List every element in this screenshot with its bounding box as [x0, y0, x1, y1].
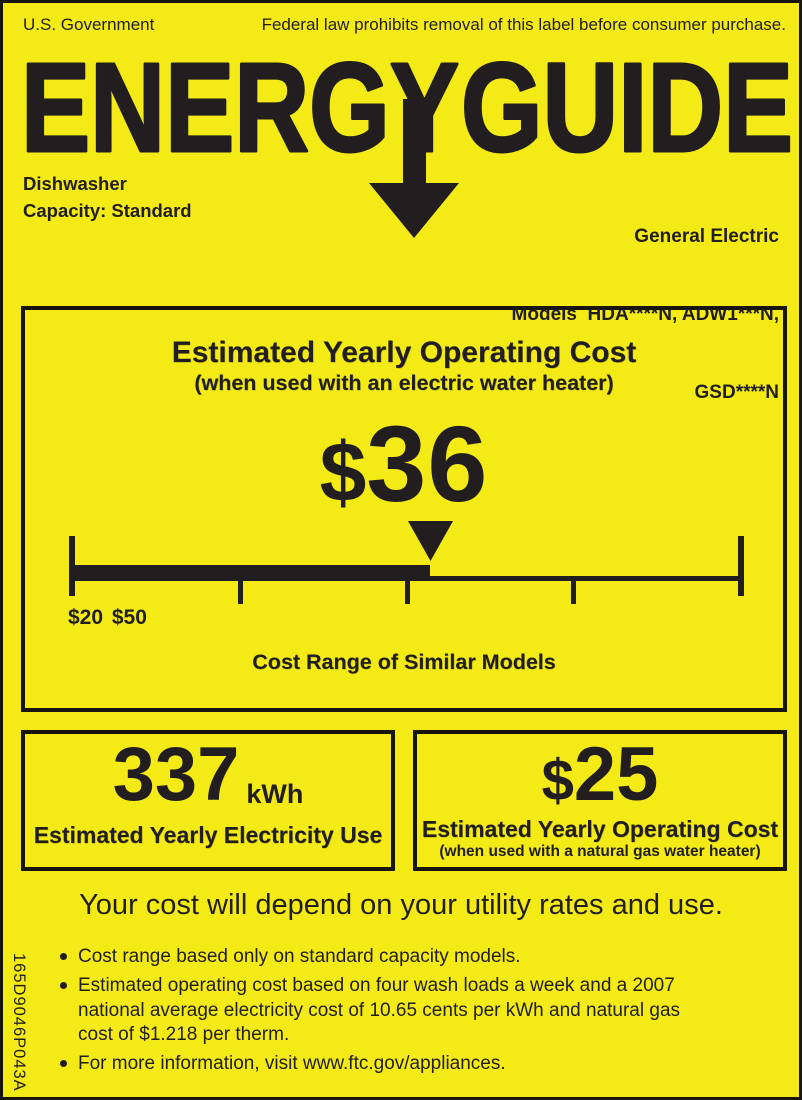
footnote-item: For more information, visit www.ftc.gov/… — [58, 1052, 690, 1076]
brand-name: General Electric — [634, 226, 779, 247]
scale-min-max-labels: $20 $50 — [68, 606, 147, 629]
gas-box-label: Estimated Yearly Operating Cost — [421, 816, 779, 842]
gas-cost-value: 25 — [573, 732, 659, 817]
scale-quarter-tick-3 — [571, 580, 576, 604]
electricity-value: 337 — [112, 732, 240, 817]
part-number: 165D9046P043A — [10, 953, 28, 1092]
down-arrow-icon — [369, 99, 459, 238]
energyguide-logo: ENERGY GUIDE — [20, 36, 795, 238]
product-info: Dishwasher Capacity: Standard — [23, 170, 192, 224]
gas-box-sublabel: (when used with a natural gas water heat… — [439, 843, 761, 860]
electricity-unit: kWh — [246, 779, 304, 809]
cost-currency-symbol: $ — [319, 425, 367, 519]
cost-range-scale — [69, 521, 744, 604]
gas-operating-cost-box: $25 Estimated Yearly Operating Cost (whe… — [413, 730, 787, 871]
footnote-item: Cost range based only on standard capaci… — [58, 945, 690, 969]
operating-cost-box: Estimated Yearly Operating Cost (when us… — [21, 306, 787, 712]
gas-value-row: $25 — [417, 737, 783, 833]
logo-energy-text: ENERGY — [21, 37, 459, 178]
scale-quarter-tick-2 — [405, 580, 410, 604]
scale-right-tick — [738, 536, 744, 596]
down-arrow-stem — [403, 99, 426, 187]
product-type: Dishwasher — [23, 173, 127, 194]
federal-notice-text: Federal law prohibits removal of this la… — [261, 15, 786, 34]
logo-guide-text: GUIDE — [461, 37, 793, 178]
down-arrow-head — [369, 183, 459, 238]
gas-currency-symbol: $ — [541, 748, 574, 813]
brand-models-line2: GSD****N — [694, 382, 779, 403]
cost-amount: 36 — [366, 403, 489, 524]
scale-filled-bar — [69, 565, 430, 581]
footnote-item: Estimated operating cost based on four w… — [58, 974, 690, 1047]
electricity-use-box: 337 kWh Estimated Yearly Electricity Use — [21, 730, 395, 871]
us-government-text: U.S. Government — [23, 15, 155, 34]
utility-rates-heading: Your cost will depend on your utility ra… — [79, 889, 723, 921]
scale-caption: Cost Range of Similar Models — [252, 650, 556, 674]
electricity-value-row: 337 kWh — [25, 737, 391, 833]
product-capacity: Capacity: Standard — [23, 200, 192, 221]
operating-cost-title: Estimated Yearly Operating Cost — [171, 336, 637, 369]
electricity-box-label: Estimated Yearly Electricity Use — [33, 822, 383, 848]
operating-cost-subtitle: (when used with an electric water heater… — [194, 371, 614, 395]
scale-quarter-tick-1 — [238, 580, 243, 604]
footnotes-list: Cost range based only on standard capaci… — [58, 945, 690, 1081]
range-marker-triangle — [408, 521, 453, 561]
estimated-cost-value: $36 — [25, 410, 783, 551]
